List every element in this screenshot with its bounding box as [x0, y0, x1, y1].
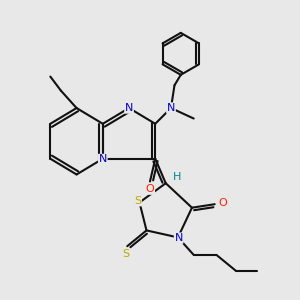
Text: H: H: [173, 172, 181, 182]
Text: O: O: [218, 199, 227, 208]
Text: N: N: [99, 154, 107, 164]
Text: N: N: [125, 103, 133, 113]
Text: N: N: [175, 233, 183, 243]
Text: S: S: [122, 249, 129, 259]
Text: S: S: [134, 196, 141, 206]
Text: O: O: [146, 184, 154, 194]
Text: N: N: [167, 103, 175, 113]
